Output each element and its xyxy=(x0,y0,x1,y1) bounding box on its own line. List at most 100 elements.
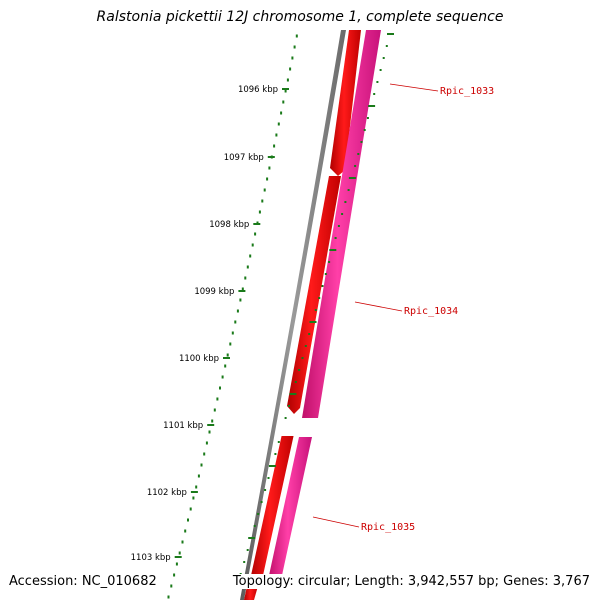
ruler-dot xyxy=(266,177,269,181)
ruler-dot xyxy=(241,287,244,291)
ruler-dot xyxy=(295,34,298,38)
ruler-dot xyxy=(254,232,257,236)
ruler-track xyxy=(167,34,298,599)
strand-tick xyxy=(337,225,340,227)
gene-rpic-1034-reverse[interactable] xyxy=(302,30,381,418)
ruler-dot xyxy=(192,496,195,500)
ruler-dot xyxy=(208,430,211,434)
ruler-dot xyxy=(221,375,224,379)
ruler-dot xyxy=(234,320,237,324)
strand-tick xyxy=(260,501,263,503)
ruler-dot xyxy=(258,210,261,214)
callout-line-rpic-1033 xyxy=(389,83,439,92)
strand-tick xyxy=(304,345,307,347)
strand-tick xyxy=(288,405,290,407)
ruler-dot xyxy=(211,419,214,423)
strand-tick xyxy=(324,273,327,275)
ruler-dot xyxy=(236,309,239,313)
ruler-dot xyxy=(226,353,229,357)
gene-rpic-1035-forward-end xyxy=(244,586,258,600)
ruler-dot xyxy=(246,265,249,269)
gene-label-rpic-1034[interactable]: Rpic_1034 xyxy=(404,306,458,317)
ruler-tick-label: 1099 kbp xyxy=(194,287,234,297)
strand-tick xyxy=(253,525,256,527)
ruler-dot xyxy=(231,331,234,335)
ruler-tick-label: 1098 kbp xyxy=(209,220,249,230)
strand-tick xyxy=(357,153,360,155)
callout-line-rpic-1034 xyxy=(354,301,403,312)
ruler-dot xyxy=(203,452,206,456)
ruler-major-tick xyxy=(190,491,198,493)
strand-tick xyxy=(373,93,376,95)
ruler-dot xyxy=(261,199,264,203)
gene-gap xyxy=(276,420,330,436)
ruler-major-tick xyxy=(207,424,215,426)
strand-tick xyxy=(363,129,366,131)
ruler-major-tick xyxy=(282,88,289,90)
strand-tick xyxy=(347,189,350,191)
strand-ticks xyxy=(239,33,394,575)
ruler-dot xyxy=(195,485,198,489)
strand-tick xyxy=(318,297,321,299)
strand-tick xyxy=(321,285,324,287)
ruler-dot xyxy=(213,408,216,412)
strand-tick xyxy=(385,45,388,47)
ruler-dot xyxy=(284,89,287,93)
strand-tick xyxy=(379,69,382,71)
strand-tick xyxy=(301,357,304,359)
ruler-tick-label: 1101 kbp xyxy=(163,421,203,431)
gene-label-rpic-1035[interactable]: Rpic_1035 xyxy=(361,522,415,533)
ruler-dot xyxy=(239,298,242,302)
strand-tick xyxy=(360,141,363,143)
strand-tick xyxy=(341,213,344,215)
map-title: Ralstonia pickettii 12J chromosome 1, co… xyxy=(96,9,504,25)
ruler-dot xyxy=(229,342,232,346)
ruler-dot xyxy=(197,474,200,478)
strand-tick xyxy=(368,105,376,107)
accession-label: Accession: NC_010682 xyxy=(9,574,157,589)
ruler-tick-label: 1096 kbp xyxy=(238,85,278,95)
ruler-dot xyxy=(173,573,176,577)
ruler-dot xyxy=(216,397,219,401)
gene-label-rpic-1033[interactable]: Rpic_1033 xyxy=(440,86,494,97)
strand-tick xyxy=(348,177,356,179)
ruler-major-tick xyxy=(267,156,275,158)
strand-tick xyxy=(354,165,357,167)
ruler-dot xyxy=(273,144,276,148)
ruler-dot xyxy=(167,595,170,599)
ruler-dot xyxy=(249,254,252,258)
gene-rpic-1034-forward[interactable] xyxy=(287,176,341,414)
ruler-dot xyxy=(170,584,173,588)
gene-rpic-1033-forward[interactable] xyxy=(330,30,361,176)
strand-tick xyxy=(284,417,287,419)
strand-tick xyxy=(366,117,369,119)
ruler-dot xyxy=(291,56,294,60)
ruler-tick-label: 1102 kbp xyxy=(147,488,187,498)
ruler-dot xyxy=(268,166,271,170)
ruler-dot xyxy=(187,518,189,522)
strand-tick xyxy=(257,513,260,515)
ruler-dot xyxy=(200,463,203,467)
strand-tick xyxy=(308,333,311,335)
ruler-dot xyxy=(224,364,227,368)
ruler-dot xyxy=(286,78,289,82)
ruler-dot xyxy=(219,386,221,390)
ruler-dot xyxy=(282,100,285,104)
ruler-dot xyxy=(189,507,192,511)
ruler-dot xyxy=(263,188,266,192)
gene-rpic-1035-forward[interactable] xyxy=(250,434,294,580)
strand-tick xyxy=(382,57,385,59)
ruler-major-tick xyxy=(223,357,230,359)
gene-rpic-1035-reverse[interactable] xyxy=(268,437,312,580)
ruler-dot xyxy=(280,111,283,115)
ruler-dot xyxy=(275,133,278,137)
strand-tick xyxy=(334,237,337,239)
ruler-dot xyxy=(289,67,292,71)
ruler-dot xyxy=(293,45,296,49)
strand-tick xyxy=(267,477,270,479)
strand-tick xyxy=(328,261,331,263)
strand-tick xyxy=(294,381,297,383)
ruler-tick-label: 1097 kbp xyxy=(224,153,264,163)
strand-tick xyxy=(243,561,246,563)
strand-tick xyxy=(268,465,276,467)
